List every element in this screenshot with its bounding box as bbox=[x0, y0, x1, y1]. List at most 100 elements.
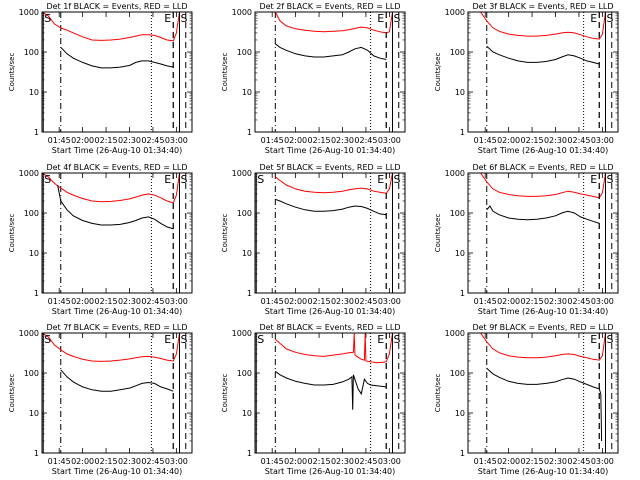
y-tick-label: 10 bbox=[455, 88, 465, 97]
plot-frame bbox=[254, 172, 406, 294]
y-tick-label: 1000 bbox=[232, 8, 252, 17]
y-tick-label: 100 bbox=[24, 369, 39, 378]
x-tick-label: 02:15 bbox=[308, 297, 331, 306]
x-tick-label: 02:30 bbox=[544, 297, 567, 306]
x-tick-label: 01:45 bbox=[474, 136, 497, 145]
plot-frame bbox=[467, 332, 619, 454]
lld-series-line bbox=[274, 333, 393, 364]
y-axis-label: Counts/sec bbox=[8, 374, 16, 413]
region-marker-label: S bbox=[394, 12, 401, 25]
chart-panel: Det 5f BLACK = Events, RED = LLD Counts/s… bbox=[221, 163, 406, 316]
region-marker-label: S bbox=[394, 333, 401, 346]
x-tick-label: 02:30 bbox=[118, 457, 141, 466]
x-axis-label: Start Time (26-Aug-10 01:34:40) bbox=[265, 146, 396, 155]
x-tick-label: 02:45 bbox=[567, 297, 590, 306]
x-tick-label: 03:00 bbox=[378, 136, 401, 145]
x-tick-label: 02:15 bbox=[521, 297, 544, 306]
region-marker-label: E bbox=[164, 333, 171, 346]
x-tick-label: 02:15 bbox=[95, 297, 118, 306]
y-axis-label: Counts/sec bbox=[8, 214, 16, 253]
plot-frame bbox=[41, 332, 193, 454]
y-tick-label: 1 bbox=[460, 289, 465, 298]
y-tick-label: 1000 bbox=[445, 329, 465, 338]
x-tick-label: 02:15 bbox=[95, 457, 118, 466]
y-tick-label: 10 bbox=[29, 249, 39, 258]
x-tick-label: 02:00 bbox=[284, 457, 307, 466]
chart-panel: Det 1f BLACK = Events, RED = LLD Counts/s… bbox=[8, 2, 193, 155]
x-axis-label: Start Time (26-Aug-10 01:34:40) bbox=[478, 307, 609, 316]
y-tick-label: 1 bbox=[247, 449, 252, 458]
region-marker-label: E bbox=[164, 173, 171, 186]
chart-title: Det 3f BLACK = Events, RED = LLD bbox=[472, 2, 613, 11]
x-tick-label: 02:30 bbox=[544, 457, 567, 466]
events-series-line bbox=[60, 47, 174, 69]
region-marker-label: S bbox=[394, 173, 401, 186]
region-marker-label: E bbox=[377, 333, 384, 346]
plot-frame bbox=[41, 11, 193, 133]
region-marker-label: E bbox=[590, 333, 597, 346]
x-tick-label: 02:00 bbox=[284, 297, 307, 306]
y-tick-label: 10 bbox=[242, 249, 252, 258]
x-tick-label: 02:30 bbox=[331, 457, 354, 466]
chart-panel: Det 3f BLACK = Events, RED = LLD Counts/s… bbox=[434, 2, 619, 155]
y-tick-label: 10 bbox=[29, 88, 39, 97]
x-tick-label: 02:00 bbox=[71, 457, 94, 466]
region-marker-label: S bbox=[181, 173, 188, 186]
y-tick-label: 1000 bbox=[19, 329, 39, 338]
x-tick-label: 02:00 bbox=[497, 457, 520, 466]
y-axis-label: Counts/sec bbox=[221, 374, 229, 413]
y-tick-label: 100 bbox=[237, 209, 252, 218]
chart-title: Det 6f BLACK = Events, RED = LLD bbox=[472, 163, 613, 172]
x-tick-label: 02:00 bbox=[71, 136, 94, 145]
plot-frame bbox=[41, 172, 193, 294]
x-tick-label: 02:45 bbox=[354, 297, 377, 306]
y-tick-label: 100 bbox=[24, 48, 39, 57]
chart-panel: Det 6f BLACK = Events, RED = LLD Counts/s… bbox=[434, 163, 619, 316]
lld-series-line bbox=[480, 12, 606, 40]
x-tick-label: 01:45 bbox=[48, 297, 71, 306]
x-tick-label: 02:00 bbox=[284, 136, 307, 145]
y-tick-label: 1 bbox=[34, 128, 39, 137]
x-tick-label: 01:45 bbox=[261, 457, 284, 466]
x-tick-label: 02:30 bbox=[544, 136, 567, 145]
x-tick-label: 02:45 bbox=[567, 136, 590, 145]
events-series-line bbox=[486, 205, 600, 224]
events-series-line bbox=[486, 45, 600, 65]
chart-panel: Det 2f BLACK = Events, RED = LLD Counts/s… bbox=[221, 2, 406, 155]
lld-series-line bbox=[480, 173, 606, 199]
region-marker-label: E bbox=[590, 173, 597, 186]
x-tick-label: 02:30 bbox=[331, 136, 354, 145]
x-tick-label: 01:45 bbox=[261, 297, 284, 306]
chart-panel: Det 9f BLACK = Events, RED = LLD Counts/s… bbox=[434, 323, 619, 476]
chart-title: Det 2f BLACK = Events, RED = LLD bbox=[259, 2, 400, 11]
region-marker-label: E bbox=[377, 173, 384, 186]
chart-title: Det 1f BLACK = Events, RED = LLD bbox=[46, 2, 187, 11]
events-series-line bbox=[275, 370, 387, 410]
plot-frame bbox=[467, 11, 619, 133]
x-tick-label: 02:45 bbox=[354, 136, 377, 145]
lld-series-line bbox=[42, 333, 180, 362]
x-tick-label: 02:00 bbox=[497, 297, 520, 306]
x-tick-label: 02:30 bbox=[118, 297, 141, 306]
x-tick-label: 02:00 bbox=[71, 297, 94, 306]
x-tick-label: 01:45 bbox=[474, 457, 497, 466]
region-marker-label: S bbox=[181, 333, 188, 346]
y-tick-label: 100 bbox=[24, 209, 39, 218]
x-axis-label: Start Time (26-Aug-10 01:34:40) bbox=[265, 307, 396, 316]
y-tick-label: 1 bbox=[460, 449, 465, 458]
y-tick-label: 100 bbox=[450, 48, 465, 57]
x-tick-label: 03:00 bbox=[165, 136, 188, 145]
x-tick-label: 02:15 bbox=[521, 457, 544, 466]
region-marker-label: S bbox=[44, 173, 51, 186]
x-tick-label: 03:00 bbox=[165, 457, 188, 466]
y-tick-label: 1000 bbox=[445, 8, 465, 17]
chart-title: Det 4f BLACK = Events, RED = LLD bbox=[46, 163, 187, 172]
x-tick-label: 02:45 bbox=[141, 136, 164, 145]
x-tick-label: 03:00 bbox=[591, 297, 614, 306]
x-tick-label: 02:45 bbox=[141, 297, 164, 306]
y-tick-label: 100 bbox=[450, 369, 465, 378]
region-marker-label: S bbox=[44, 12, 51, 25]
y-tick-label: 100 bbox=[237, 48, 252, 57]
y-axis-label: Counts/sec bbox=[8, 53, 16, 92]
